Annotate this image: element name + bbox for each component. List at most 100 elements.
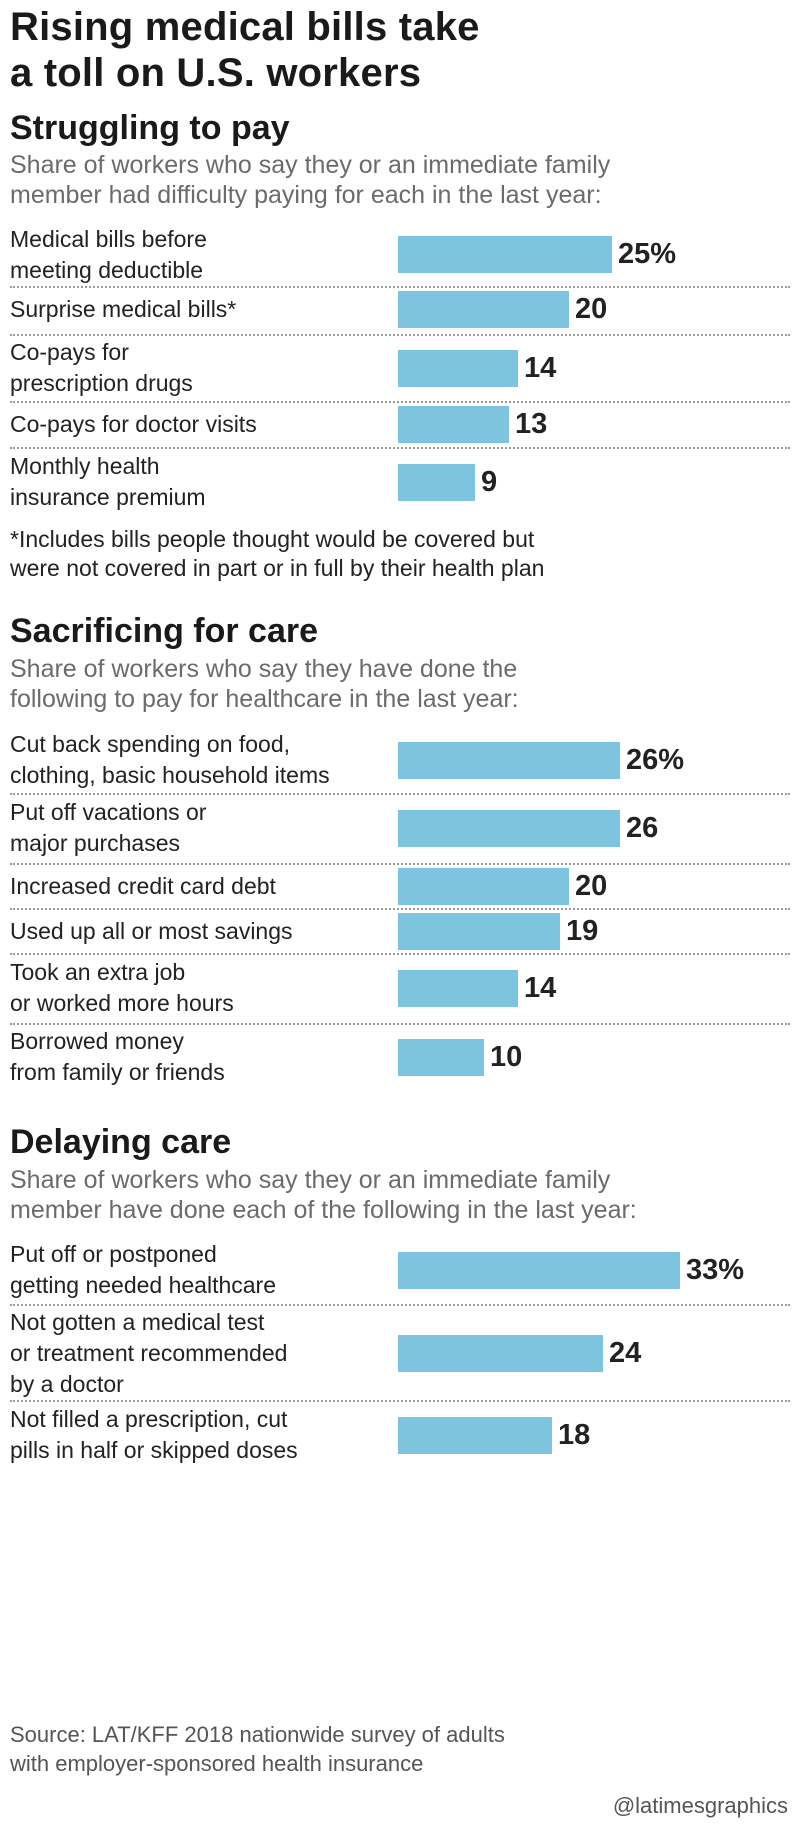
footnote-line: *Includes bills people thought would be … — [10, 526, 535, 552]
bar-label: Not gotten a medical test or treatment re… — [10, 1307, 287, 1400]
bar-mark — [398, 742, 620, 779]
bar-row: Used up all or most savings 19 — [10, 910, 790, 952]
bar-label-line: Not gotten a medical test — [10, 1309, 265, 1335]
bar-row: Put off or postponed getting needed healt… — [10, 1238, 790, 1302]
bar-value-label: 19 — [566, 915, 599, 947]
bar-row: Borrowed money from family or friends 10 — [10, 1025, 790, 1089]
bar-mark — [398, 810, 620, 847]
bar-label: Cut back spending on food, clothing, basi… — [10, 729, 330, 791]
bar-label: Co-pays for doctor visits — [10, 409, 257, 440]
bar-label-line: Monthly health — [10, 453, 160, 479]
subtitle-line: Share of workers who say they have done … — [10, 655, 518, 683]
bar-row: Surprise medical bills* 20 — [10, 287, 790, 332]
bar-label-line: Co-pays for — [10, 339, 129, 365]
bar-label-line: from family or friends — [10, 1059, 225, 1085]
bar-row: Co-pays for prescription drugs 14 — [10, 336, 790, 400]
bar-label-line: pills in half or skipped doses — [10, 1437, 298, 1463]
source-note: Source: LAT/KFF 2018 nationwide survey o… — [10, 1720, 505, 1778]
bar-label-line: insurance premium — [10, 484, 206, 510]
bar-label-line: major purchases — [10, 830, 181, 856]
row-divider — [10, 793, 790, 795]
section-title: Struggling to pay — [10, 109, 290, 147]
row-divider — [10, 1304, 790, 1306]
subtitle-line: member have done each of the following i… — [10, 1196, 637, 1224]
bar-row: Monthly health insurance premium 9 — [10, 450, 790, 514]
bar-value-label: 26 — [626, 812, 659, 844]
subtitle-line: Share of workers who say they or an imme… — [10, 1166, 611, 1194]
bar-label-line: or worked more hours — [10, 990, 234, 1016]
row-divider — [10, 1400, 790, 1402]
bar-label: Not filled a prescription, cut pills in h… — [10, 1404, 298, 1466]
bar-value-label: 9 — [481, 466, 498, 498]
bar-mark — [398, 291, 569, 328]
bar-value-label: 25% — [618, 238, 677, 270]
bar-label: Took an extra job or worked more hours — [10, 957, 234, 1019]
bar-value-label: 33% — [686, 1254, 745, 1286]
bar-row: Not gotten a medical test or treatment re… — [10, 1307, 790, 1399]
bar-mark — [398, 1252, 680, 1289]
bar-mark — [398, 236, 612, 273]
bar-row: Increased credit card debt 20 — [10, 865, 790, 907]
bar-label-line: prescription drugs — [10, 370, 193, 396]
bar-value-label: 18 — [558, 1419, 591, 1451]
bar-label-line: or treatment recommended — [10, 1340, 288, 1366]
bar-value-label: 13 — [515, 408, 548, 440]
title-line: Rising medical bills take — [10, 5, 480, 49]
bar-label: Borrowed money from family or friends — [10, 1026, 225, 1088]
bar-label: Increased credit card debt — [10, 871, 276, 902]
row-divider — [10, 286, 790, 288]
bar-label-line: Surprise medical bills* — [10, 296, 237, 322]
row-divider — [10, 401, 790, 403]
bar-label-line: Cut back spending on food, — [10, 731, 291, 757]
credit-line: @latimesgraphics — [612, 1793, 788, 1818]
bar-label-line: Not filled a prescription, cut — [10, 1406, 288, 1432]
bar-value-label: 24 — [609, 1337, 642, 1369]
footnote-line: were not covered in part or in full by t… — [10, 555, 545, 581]
section-subtitle: Share of workers who say they or an imme… — [10, 150, 610, 210]
bar-mark — [398, 913, 560, 950]
bar-row: Put off vacations or major purchases 26 — [10, 795, 790, 861]
bar-label-line: Used up all or most savings — [10, 918, 293, 944]
bar-label: Co-pays for prescription drugs — [10, 337, 193, 399]
source-line: with employer-sponsored health insurance — [10, 1751, 424, 1776]
bar-mark — [398, 406, 509, 443]
bar-label-line: Borrowed money — [10, 1028, 184, 1054]
bar-row: Not filled a prescription, cut pills in h… — [10, 1403, 790, 1467]
row-divider — [10, 1023, 790, 1025]
bar-label: Monthly health insurance premium — [10, 451, 206, 513]
bar-label: Put off or postponed getting needed healt… — [10, 1239, 276, 1301]
row-divider — [10, 334, 790, 336]
bar-mark — [398, 1039, 484, 1076]
bar-label: Put off vacations or major purchases — [10, 797, 206, 859]
bar-label: Medical bills before meeting deductible — [10, 224, 207, 286]
bar-label-line: clothing, basic household items — [10, 762, 330, 788]
bar-row: Medical bills before meeting deductible 25… — [10, 224, 790, 285]
bar-row: Took an extra job or worked more hours 14 — [10, 955, 790, 1021]
section-title: Delaying care — [10, 1123, 232, 1161]
source-line: Source: LAT/KFF 2018 nationwide survey o… — [10, 1722, 505, 1747]
bar-row: Co-pays for doctor visits 13 — [10, 402, 790, 446]
subtitle-line: Share of workers who say they or an imme… — [10, 151, 611, 179]
bar-value-label: 14 — [524, 972, 557, 1004]
row-divider — [10, 953, 790, 955]
graphic-title: Rising medical bills take a toll on U.S.… — [10, 4, 790, 96]
title-line: a toll on U.S. workers — [10, 51, 422, 95]
bar-label-line: meeting deductible — [10, 257, 204, 283]
row-divider — [10, 908, 790, 910]
section-title: Sacrificing for care — [10, 612, 319, 650]
bar-mark — [398, 464, 475, 501]
section-subtitle: Share of workers who say they have done … — [10, 654, 519, 714]
bar-mark — [398, 350, 518, 387]
bar-label-line: getting needed healthcare — [10, 1272, 276, 1298]
bar-label-line: Took an extra job — [10, 959, 186, 985]
bar-label-line: by a doctor — [10, 1371, 124, 1397]
bar-label-line: Increased credit card debt — [10, 873, 276, 899]
bar-mark — [398, 1417, 552, 1454]
section-subtitle: Share of workers who say they or an imme… — [10, 1165, 637, 1225]
subtitle-line: member had difficulty paying for each in… — [10, 181, 602, 209]
bar-row: Cut back spending on food, clothing, basi… — [10, 728, 790, 792]
bar-label-line: Put off vacations or — [10, 799, 207, 825]
bar-value-label: 20 — [575, 293, 608, 325]
bar-label-line: Co-pays for doctor visits — [10, 411, 257, 437]
bar-mark — [398, 1335, 603, 1372]
